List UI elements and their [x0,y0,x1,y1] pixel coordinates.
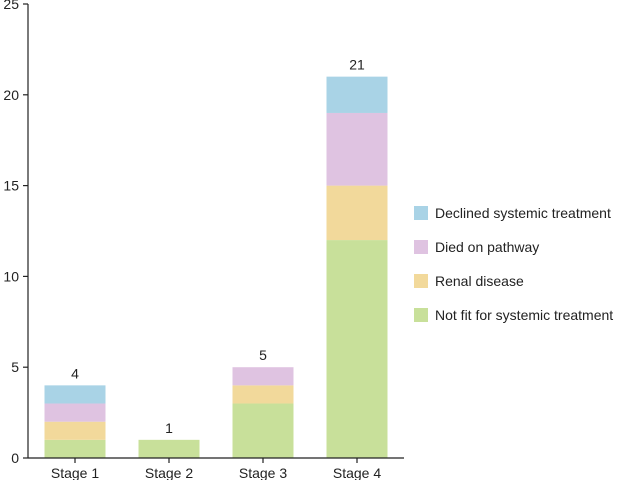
bar-segment-died-on-pathway [44,403,106,422]
legend-label-died-on-pathway: Died on pathway [435,239,539,255]
legend-swatch-not-fit-for-systemic-treatment [414,308,428,322]
bar-segment-not-fit-for-systemic-treatment [138,439,200,458]
total-labels-group: 4 1 5 21 [71,57,365,436]
bar-segment-renal-disease [232,385,294,404]
bar-total-label: 21 [349,57,365,73]
y-tick-label: 10 [3,268,19,284]
y-tick-label: 0 [11,450,19,466]
legend-swatch-declined-systemic-treatment [414,206,428,220]
legend-label-declined-systemic-treatment: Declined systemic treatment [435,205,611,221]
bar-total-label: 1 [165,420,173,436]
y-tick-label: 25 [3,0,19,12]
legend-label-renal-disease: Renal disease [435,273,524,289]
bars-group [44,76,388,458]
legend-swatch-died-on-pathway [414,240,428,254]
bar-segment-renal-disease [44,421,106,440]
y-tick-label: 5 [11,359,19,375]
bar-segment-declined-systemic-treatment [326,76,388,113]
legend: Declined systemic treatment Died on pathw… [414,205,613,323]
y-ticks-group: 0 5 10 15 20 25 [3,0,28,466]
y-tick-label: 15 [3,178,19,194]
bar-segment-not-fit-for-systemic-treatment [44,439,106,458]
bar-segment-renal-disease [326,185,388,241]
x-category-label: Stage 2 [145,465,193,480]
bar-segment-declined-systemic-treatment [44,385,106,404]
bar-segment-not-fit-for-systemic-treatment [326,240,388,458]
x-category-label: Stage 4 [333,465,381,480]
legend-label-not-fit-for-systemic-treatment: Not fit for systemic treatment [435,307,613,323]
x-category-label: Stage 3 [239,465,287,480]
bar-total-label: 4 [71,365,79,381]
bar-segment-not-fit-for-systemic-treatment [232,403,294,458]
axes-group [27,4,404,459]
bar-total-label: 5 [259,347,267,363]
x-category-label: Stage 1 [51,465,99,480]
bar-segment-died-on-pathway [232,367,294,386]
y-tick-label: 20 [3,87,19,103]
legend-swatch-renal-disease [414,274,428,288]
x-labels-group: Stage 1 Stage 2 Stage 3 Stage 4 [51,458,381,480]
bar-segment-died-on-pathway [326,112,388,186]
